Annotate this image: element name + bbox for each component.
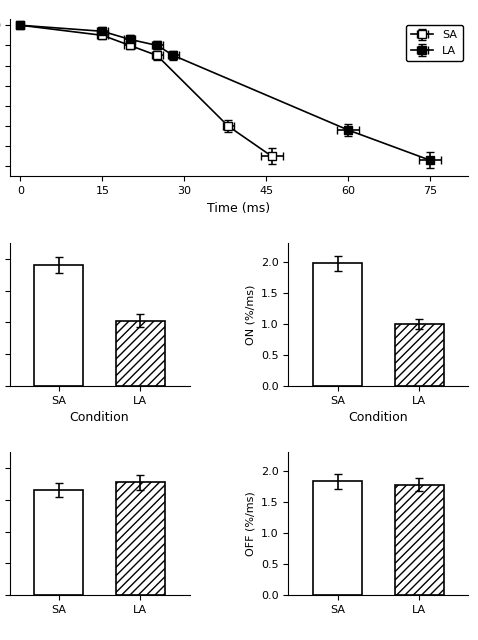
Bar xyxy=(395,484,444,595)
Bar xyxy=(313,264,362,386)
Bar xyxy=(395,324,444,386)
X-axis label: Time (ms): Time (ms) xyxy=(207,202,271,214)
Bar xyxy=(313,481,362,595)
X-axis label: Condition: Condition xyxy=(70,411,130,424)
Bar xyxy=(34,265,83,386)
Y-axis label: ON (%/ms): ON (%/ms) xyxy=(246,284,255,344)
Y-axis label: OFF (%/ms): OFF (%/ms) xyxy=(246,492,255,556)
Bar xyxy=(34,490,83,595)
Bar xyxy=(116,483,165,595)
Legend: SA, LA: SA, LA xyxy=(406,25,463,61)
X-axis label: Condition: Condition xyxy=(348,411,408,424)
Bar xyxy=(116,321,165,386)
